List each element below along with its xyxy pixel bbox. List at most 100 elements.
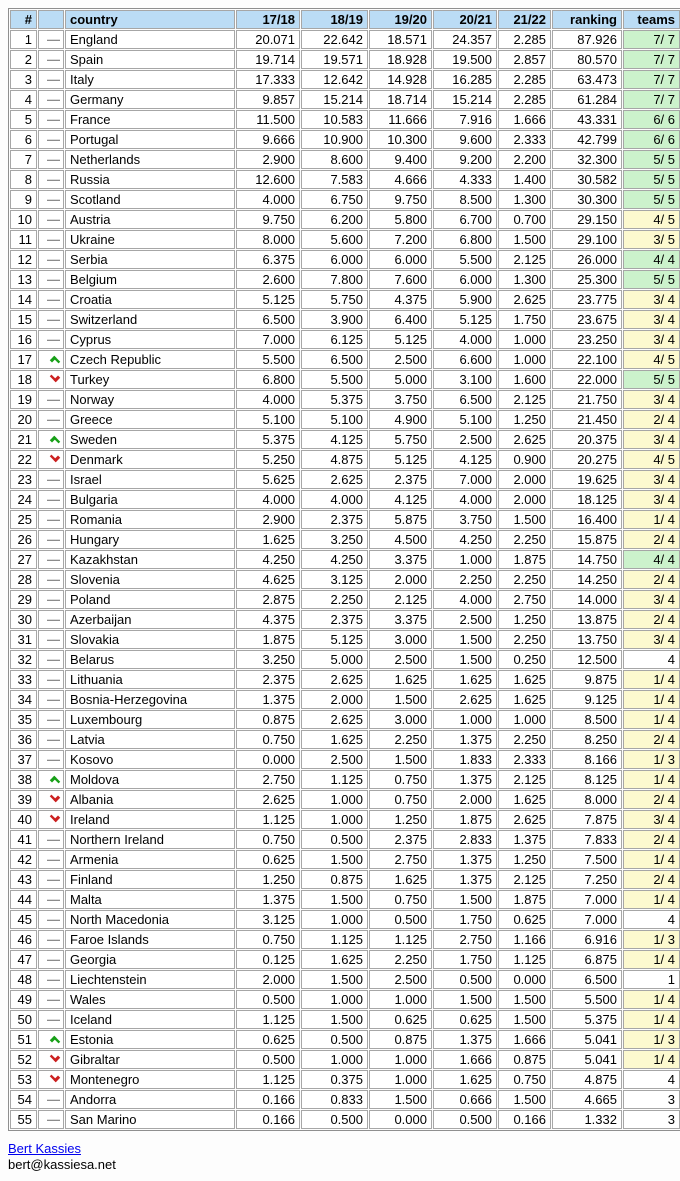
teams-cell: 1/ 4 [623,690,680,709]
ranking-cell: 5.375 [552,1010,622,1029]
teams-cell: 1/ 3 [623,1030,680,1049]
rank-cell: 46 [10,930,37,949]
table-row: 28— Slovenia 4.625 3.125 2.000 2.250 2.250 14.2… [10,570,680,589]
season-20/21-cell: 1.500 [433,990,497,1009]
season-20/21-cell: 1.666 [433,1050,497,1069]
ranking-cell: 7.875 [552,810,622,829]
season-19/20-cell: 2.000 [369,570,432,589]
season-17/18-cell: 0.166 [236,1110,300,1129]
move-cell: — [38,130,64,149]
season-19/20-cell: 1.625 [369,870,432,889]
move-same-icon: — [47,152,60,167]
ranking-cell: 7.833 [552,830,622,849]
season-19/20-cell: 0.000 [369,1110,432,1129]
season-18/19-cell: 3.900 [301,310,368,329]
season-20/21-cell: 1.375 [433,770,497,789]
season-19/20-cell: 2.500 [369,970,432,989]
season-18/19-cell: 5.600 [301,230,368,249]
season-17/18-cell: 1.125 [236,1010,300,1029]
teams-cell: 5/ 5 [623,270,680,289]
rank-cell: 38 [10,770,37,789]
teams-cell: 4 [623,650,680,669]
move-cell: — [38,50,64,69]
move-cell: — [38,990,64,1009]
season-19/20-cell: 2.500 [369,650,432,669]
ranking-cell: 8.166 [552,750,622,769]
country-cell: Denmark [65,450,235,469]
ranking-cell: 30.582 [552,170,622,189]
table-row: 9 — Scotland 4.000 6.750 9.750 8.500 1.300 30.30… [10,190,680,209]
season-19/20-cell: 9.400 [369,150,432,169]
ranking-cell: 9.125 [552,690,622,709]
season-20/21-cell: 8.500 [433,190,497,209]
move-up-icon [49,355,61,367]
season-21/22-cell: 2.200 [498,150,551,169]
season-18/19-cell: 1.625 [301,730,368,749]
move-cell [38,370,64,389]
season-21/22-cell: 2.333 [498,750,551,769]
ranking-cell: 4.875 [552,1070,622,1089]
rank-cell: 16 [10,330,37,349]
ranking-cell: 9.875 [552,670,622,689]
season-20/21-cell: 4.125 [433,450,497,469]
teams-cell: 4/ 4 [623,550,680,569]
move-same-icon: — [47,392,60,407]
country-cell: Scotland [65,190,235,209]
move-same-icon: — [47,72,60,87]
season-19/20-cell: 11.666 [369,110,432,129]
ranking-cell: 29.100 [552,230,622,249]
season-18/19-cell: 6.125 [301,330,368,349]
table-row: 34 — Bosnia-Herzegovina 1.375 2.000 1.500 2.62… [10,690,680,709]
country-cell: Germany [65,90,235,109]
teams-cell: 1/ 4 [623,850,680,869]
table-row: 51 Estonia 0.625 0.500 0.875 1.375 1.666 5.041 1… [10,1030,680,1049]
rank-cell: 41 [10,830,37,849]
season-19/20-cell: 4.666 [369,170,432,189]
season-20/21-cell: 1.500 [433,890,497,909]
season-18/19-cell: 7.583 [301,170,368,189]
move-cell: — [38,310,64,329]
season-21/22-cell: 1.875 [498,550,551,569]
season-20/21-cell: 0.666 [433,1090,497,1109]
rank-cell: 43 [10,870,37,889]
season-20/21-cell: 3.750 [433,510,497,529]
rank-cell: 40 [10,810,37,829]
teams-cell: 1/ 4 [623,890,680,909]
season-20/21-cell: 4.000 [433,330,497,349]
table-row: 16 — Cyprus 7.000 6.125 5.125 4.000 1.000 23.250… [10,330,680,349]
move-same-icon: — [47,472,60,487]
table-row: 47 — Georgia 0.125 1.625 2.250 1.750 1.125 6.875… [10,950,680,969]
season-21/22-cell: 1.500 [498,510,551,529]
ranking-cell: 8.125 [552,770,622,789]
season-17/18-cell: 0.500 [236,1050,300,1069]
season-19/20-cell: 0.750 [369,790,432,809]
move-same-icon: — [47,712,60,727]
ranking-cell: 13.750 [552,630,622,649]
move-cell: — [38,730,64,749]
teams-cell: 1/ 3 [623,750,680,769]
season-20/21-cell: 5.900 [433,290,497,309]
season-18/19-cell: 2.000 [301,690,368,709]
season-21/22-cell: 0.875 [498,1050,551,1069]
move-same-icon: — [47,292,60,307]
move-same-icon: — [47,1012,60,1027]
column-header-y3: 19/20 [369,10,432,29]
author-link[interactable]: Bert Kassies [8,1141,81,1156]
country-cell: Greece [65,410,235,429]
ranking-cell: 22.000 [552,370,622,389]
rank-cell: 22 [10,450,37,469]
move-up-icon [49,775,61,787]
table-row: 27— Kazakhstan 4.250 4.250 3.375 1.000 1.875 14… [10,550,680,569]
rank-cell: 45 [10,910,37,929]
teams-cell: 1/ 4 [623,770,680,789]
season-20/21-cell: 1.750 [433,910,497,929]
season-21/22-cell: 1.500 [498,1090,551,1109]
teams-cell: 1/ 3 [623,930,680,949]
country-cell: Switzerland [65,310,235,329]
season-18/19-cell: 7.800 [301,270,368,289]
rank-cell: 13 [10,270,37,289]
rank-cell: 7 [10,150,37,169]
rank-cell: 47 [10,950,37,969]
teams-cell: 3/ 4 [623,290,680,309]
move-same-icon: — [47,192,60,207]
